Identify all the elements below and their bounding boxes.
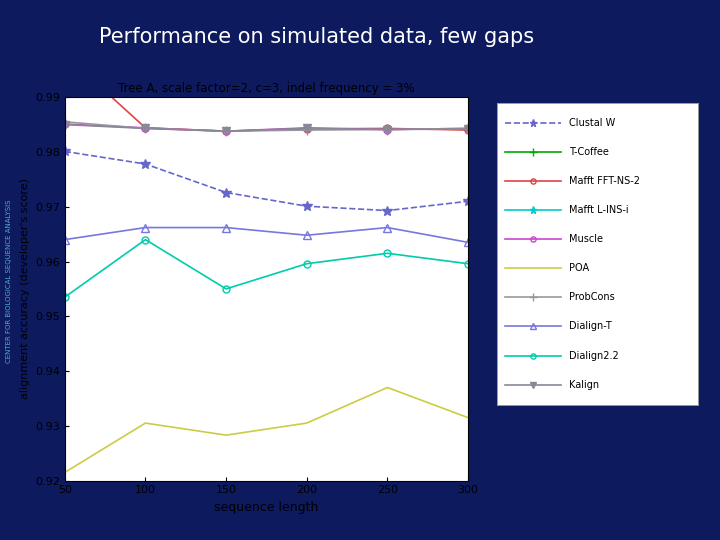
Line: Muscle: Muscle xyxy=(61,120,472,134)
Kalign xyxy=(383,126,392,133)
Text: Dialign2.2: Dialign2.2 xyxy=(570,350,619,361)
Dialign-T xyxy=(302,232,311,239)
Text: T-Coffee: T-Coffee xyxy=(570,147,609,157)
ProbCons xyxy=(302,127,311,133)
Mafft L-INS-i xyxy=(222,46,230,52)
Mafft L-INS-i xyxy=(60,48,69,54)
Dialign2.2 xyxy=(60,294,69,300)
Text: Mafft FFT-NS-2: Mafft FFT-NS-2 xyxy=(570,176,640,186)
X-axis label: sequence length: sequence length xyxy=(215,501,318,514)
Text: Dialign-T: Dialign-T xyxy=(570,321,612,332)
Dialign2.2 xyxy=(302,260,311,267)
Line: Dialign2.2: Dialign2.2 xyxy=(61,236,472,301)
Title: Tree A, scale factor=2, c=3, indel frequency = 3%: Tree A, scale factor=2, c=3, indel frequ… xyxy=(118,82,415,94)
ProbCons xyxy=(383,126,392,133)
Line: Mafft L-INS-i: Mafft L-INS-i xyxy=(60,43,473,56)
Dialign-T xyxy=(464,239,472,246)
Muscle xyxy=(383,126,392,133)
Clustal W xyxy=(141,161,150,167)
Clustal W xyxy=(302,203,311,210)
Mafft L-INS-i xyxy=(383,46,392,53)
Clustal W xyxy=(222,189,230,195)
Text: Kalign: Kalign xyxy=(570,380,600,390)
Clustal W xyxy=(383,207,392,214)
Muscle xyxy=(141,125,150,131)
Clustal W xyxy=(60,148,69,154)
Text: CENTER FOR BIOLOGICAL SEQUENCE ANALYSIS: CENTER FOR BIOLOGICAL SEQUENCE ANALYSIS xyxy=(6,199,12,362)
ProbCons xyxy=(222,128,230,134)
Mafft FFT-NS-2 xyxy=(222,128,230,134)
T-Coffee xyxy=(141,45,150,51)
Dialign2.2 xyxy=(222,286,230,292)
Line: Dialign-T: Dialign-T xyxy=(60,224,472,247)
Muscle xyxy=(222,128,230,134)
Line: Mafft FFT-NS-2: Mafft FFT-NS-2 xyxy=(61,51,472,134)
Dialign2.2 xyxy=(464,260,472,267)
Dialign-T xyxy=(222,224,230,231)
Kalign xyxy=(60,122,69,128)
Muscle xyxy=(464,125,472,132)
T-Coffee xyxy=(60,46,69,52)
Kalign xyxy=(464,126,472,132)
Line: Clustal W: Clustal W xyxy=(60,146,473,215)
POA xyxy=(60,469,69,476)
Mafft FFT-NS-2 xyxy=(383,125,392,132)
Text: POA: POA xyxy=(570,264,590,273)
T-Coffee xyxy=(222,46,230,52)
ProbCons xyxy=(464,125,472,132)
Dialign-T xyxy=(383,224,392,231)
POA xyxy=(222,432,230,438)
Kalign xyxy=(302,125,311,132)
POA xyxy=(383,384,392,391)
Mafft FFT-NS-2 xyxy=(60,51,69,58)
Muscle xyxy=(302,125,311,131)
T-Coffee xyxy=(383,49,392,56)
Text: Clustal W: Clustal W xyxy=(570,118,616,128)
Dialign2.2 xyxy=(141,237,150,243)
ProbCons xyxy=(141,125,150,132)
Mafft FFT-NS-2 xyxy=(464,127,472,133)
Dialign2.2 xyxy=(383,250,392,256)
Clustal W xyxy=(464,198,472,205)
Dialign-T xyxy=(60,237,69,243)
T-Coffee xyxy=(464,48,472,55)
POA xyxy=(141,420,150,427)
T-Coffee xyxy=(302,49,311,55)
Mafft L-INS-i xyxy=(302,47,311,53)
Mafft FFT-NS-2 xyxy=(141,125,150,131)
Text: ProbCons: ProbCons xyxy=(570,293,615,302)
Y-axis label: alignment accuracy (developer's score): alignment accuracy (developer's score) xyxy=(19,178,30,400)
POA xyxy=(464,414,472,421)
Kalign xyxy=(141,125,150,132)
Dialign-T xyxy=(141,224,150,231)
Kalign xyxy=(222,128,230,134)
Muscle xyxy=(60,121,69,127)
Line: POA: POA xyxy=(65,388,468,472)
ProbCons xyxy=(60,119,69,125)
Text: Performance on simulated data, few gaps: Performance on simulated data, few gaps xyxy=(99,27,534,47)
Line: ProbCons: ProbCons xyxy=(60,117,473,136)
Line: T-Coffee: T-Coffee xyxy=(59,42,474,58)
Text: Mafft L-INS-i: Mafft L-INS-i xyxy=(570,205,629,215)
Mafft L-INS-i xyxy=(141,45,150,51)
POA xyxy=(302,420,311,427)
Line: Kalign: Kalign xyxy=(60,120,472,136)
Mafft L-INS-i xyxy=(464,48,472,54)
Text: Muscle: Muscle xyxy=(570,234,603,244)
Mafft FFT-NS-2 xyxy=(302,126,311,132)
